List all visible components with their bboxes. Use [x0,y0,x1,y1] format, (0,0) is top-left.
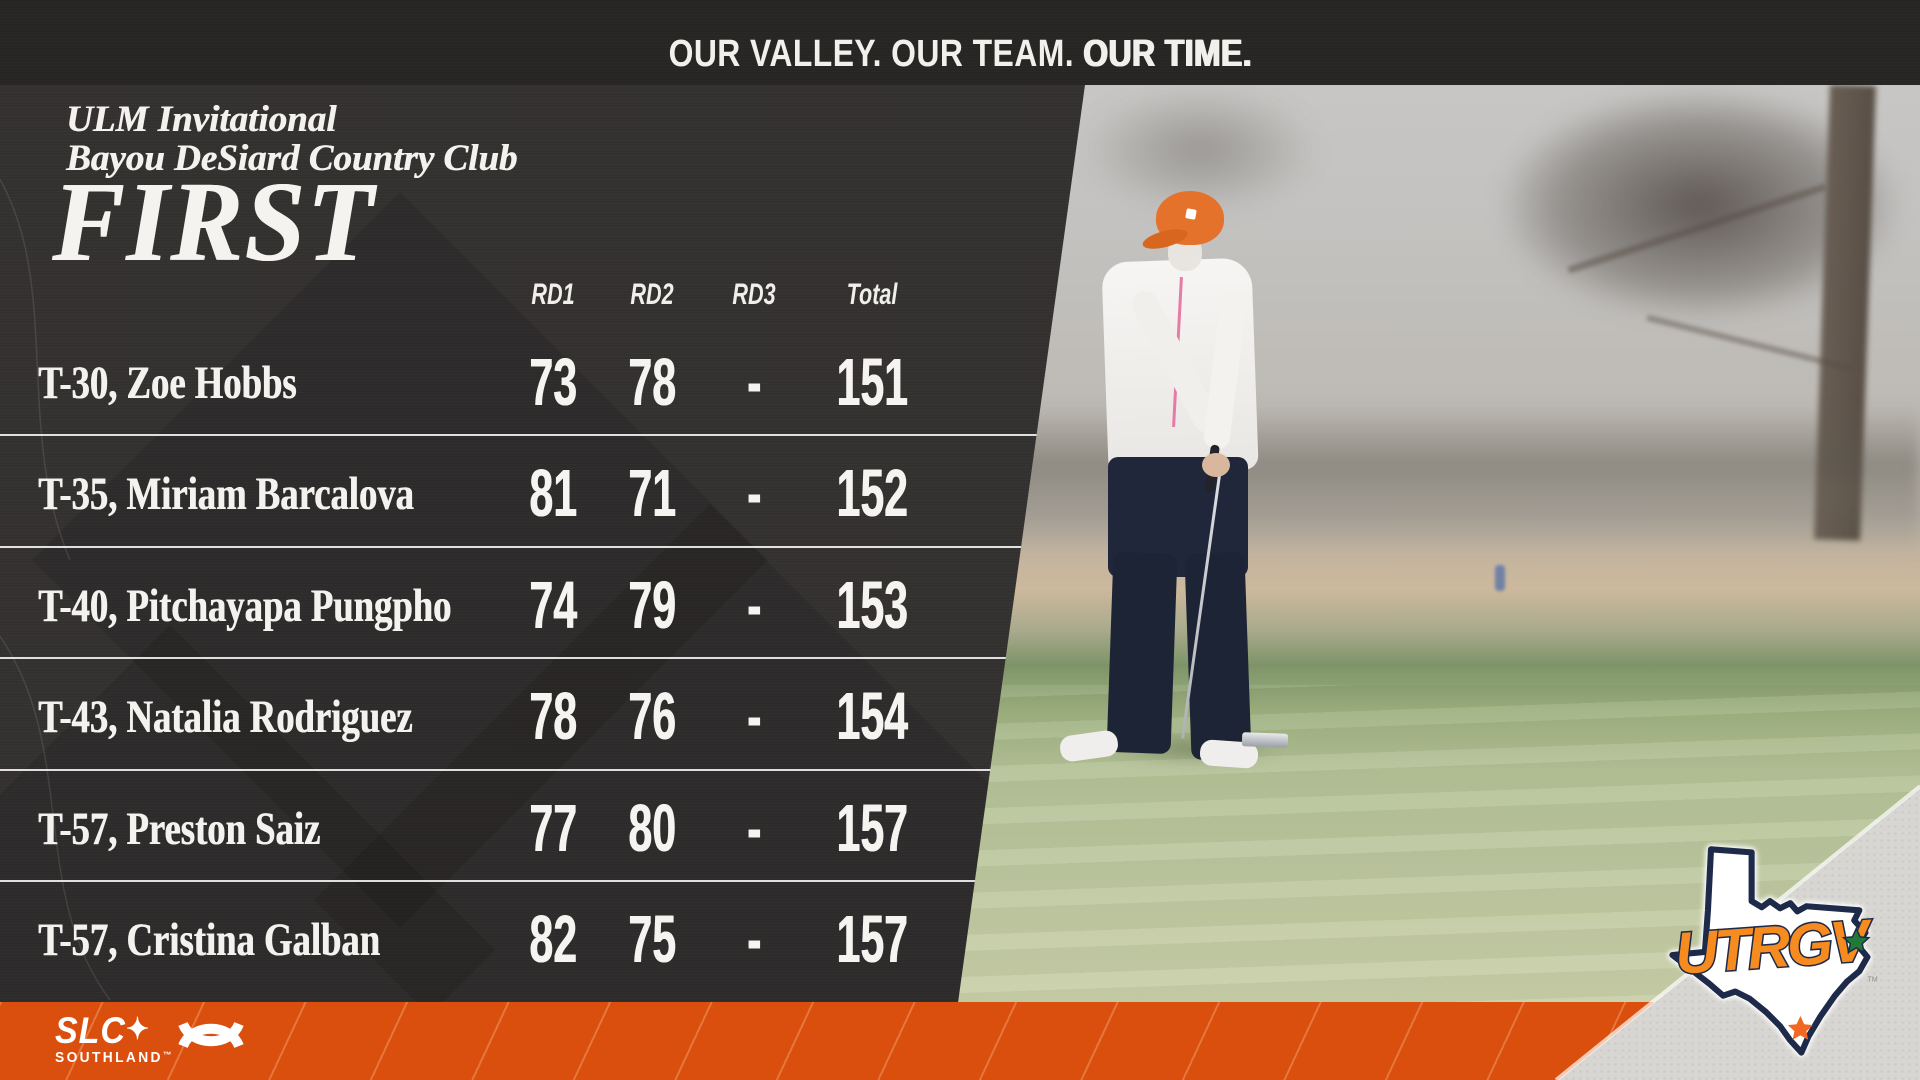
result-row: T-30, Zoe Hobbs 73 78 - 151 [0,348,1085,418]
tagline: OUR VALLEY. OUR TEAM. OUR TIME. [0,33,1920,76]
score-rd2: 76 [628,679,676,754]
utrgv-texas-logo: UTRGV TM [1669,846,1878,1056]
orange-star-icon [1787,1015,1813,1040]
column-header-rd2: RD2 [630,278,674,311]
score-rd2: 80 [628,791,676,866]
result-row: T-40, Pitchayapa Pungpho 74 79 - 153 [0,571,1085,641]
player-name: T-43, Natalia Rodriguez [38,691,413,743]
bottom-accent-bar [0,1002,1920,1080]
row-divider [0,546,1021,548]
cap-v-logo [1185,208,1197,220]
result-row: T-57, Cristina Galban 82 75 - 157 [0,905,1085,975]
score-rd3: - [746,568,762,643]
score-rd3: - [746,902,762,977]
result-row: T-57, Preston Saiz 77 80 - 157 [0,794,1085,864]
event-heading: ULM Invitational Bayou DeSiard Country C… [66,100,517,178]
utrgv-wordmark: UTRGV [1673,908,1876,987]
score-rd1: 78 [529,679,577,754]
tagline-bold: OUR TIME. [1083,33,1252,75]
score-rd1: 73 [529,345,577,420]
result-row: T-43, Natalia Rodriguez 78 76 - 154 [0,682,1085,752]
player-name: T-30, Zoe Hobbs [38,357,297,409]
score-total: 153 [836,568,908,643]
trademark-symbol: ™ [162,1050,172,1060]
score-total: 152 [836,456,908,531]
score-total: 157 [836,902,908,977]
score-rd2: 71 [628,456,676,531]
top-strip [0,0,1920,85]
putter-head [1241,732,1289,748]
distant-person [1495,565,1505,591]
green-star-icon [1841,926,1871,954]
slc-wordmark: SLC [55,1010,126,1051]
score-rd1: 81 [529,456,577,531]
score-rd1: 82 [529,902,577,977]
player-name: T-35, Miriam Barcalova [38,468,414,520]
texas-outline-icon [1669,846,1871,1056]
slc-star-icon: ✦ [125,1013,150,1046]
tagline-regular: OUR VALLEY. OUR TEAM. [668,33,1074,75]
score-rd1: 77 [529,791,577,866]
score-rd2: 78 [628,345,676,420]
score-total: 157 [836,791,908,866]
distant-treeline [957,405,1920,555]
placement-title: FIRST [52,158,375,285]
column-header-rd3: RD3 [732,278,776,311]
player-name: T-40, Pitchayapa Pungpho [38,580,452,632]
logo-trademark: TM [1867,975,1877,983]
event-venue: Bayou DeSiard Country Club [66,138,518,179]
golfer-hands [1202,453,1230,477]
column-header-total: Total [846,278,898,311]
score-rd2: 79 [628,568,676,643]
event-title: ULM Invitational [66,99,337,140]
swirl-decoration [0,178,111,1001]
player-name: T-57, Cristina Galban [38,914,380,966]
result-row: T-35, Miriam Barcalova 81 71 - 152 [0,459,1085,529]
row-divider [0,434,1037,436]
score-total: 154 [836,679,908,754]
golfer-photo [957,85,1920,1010]
row-divider [0,657,1006,659]
score-rd2: 75 [628,902,676,977]
column-header-rd1: RD1 [531,278,575,311]
score-rd3: - [746,456,762,531]
score-total: 151 [836,345,908,420]
row-divider [0,880,975,882]
golfer-leg [1106,551,1178,755]
score-rd3: - [746,345,762,420]
southland-conference-logo: SLC✦ SOUTHLAND™ [55,1010,178,1066]
southland-wordmark: SOUTHLAND [55,1050,163,1066]
score-rd3: - [746,791,762,866]
score-rd1: 74 [529,568,577,643]
row-divider [0,769,991,771]
player-name: T-57, Preston Saiz [38,803,321,855]
under-armour-icon [178,1021,244,1049]
score-rd3: - [746,679,762,754]
